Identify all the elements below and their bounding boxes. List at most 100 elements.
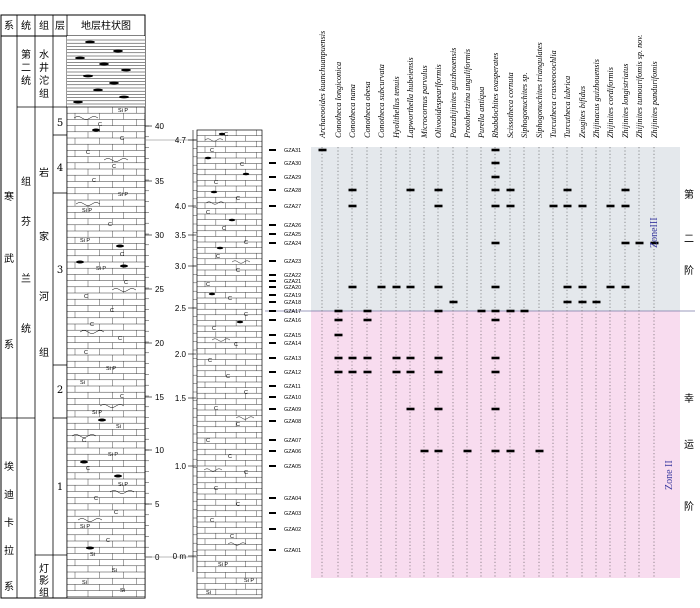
lith-symbol: C — [244, 390, 248, 396]
svg-text:统: 统 — [21, 74, 31, 87]
lith-symbol: C — [236, 422, 240, 428]
bed-2: 2 — [57, 385, 63, 396]
species-label: Lapworthella hubeiensis — [406, 57, 415, 139]
series-terreneuvian: 组 芬 兰 统 — [21, 175, 31, 335]
range-dotted-lines — [321, 147, 655, 578]
stage-2-label: 第 二 阶 — [684, 188, 694, 277]
sample-label-gza19: GZA19 — [284, 293, 301, 299]
lith-symbol: C — [82, 438, 86, 444]
species-label: Zhijinacus guizhouensis — [592, 59, 601, 138]
header-series: 统 — [21, 19, 31, 32]
formation-shuijingtuo: 水 井 沱 组 — [39, 49, 49, 100]
system-ediacaran: 埃 迪 卡 拉 系 — [4, 460, 14, 593]
species-label: Conotheca subcurvata — [377, 64, 386, 138]
sample-label-gza17: GZA17 — [284, 309, 301, 315]
zone-iii-band — [311, 147, 680, 311]
range-chart: Archaeooides kuanchuanpuensis Conotheca l… — [318, 31, 659, 578]
lith-symbol: C — [110, 308, 114, 314]
zone-iii-label: ZoneIII — [649, 217, 660, 248]
species-label: Zhijinites longistriatus — [621, 64, 630, 138]
left-scale-label: 25 — [155, 285, 164, 294]
sample-label-gza30: GZA30 — [284, 161, 301, 167]
sample-label-gza10: GZA10 — [284, 395, 301, 401]
sample-label-gza04: GZA04 — [284, 496, 301, 502]
bed-1: 1 — [57, 482, 63, 493]
sample-label-gza24: GZA24 — [284, 241, 301, 247]
svg-text:二: 二 — [21, 63, 31, 74]
svg-text:阶: 阶 — [684, 264, 694, 277]
lith-symbol: Si — [80, 380, 85, 386]
sample-label-gza13: GZA13 — [284, 356, 301, 362]
lith-symbol: C — [92, 178, 96, 184]
lith-symbol: C — [206, 210, 210, 216]
middle-scale-label: 4.0 — [175, 202, 187, 211]
lith-symbol: C — [234, 342, 238, 348]
lith-symbol: C — [236, 268, 240, 274]
lith-symbol: C — [108, 222, 112, 228]
svg-text:迪: 迪 — [4, 489, 14, 501]
lith-symbol: C — [244, 240, 248, 246]
species-label: Hyolithellus tenuis — [392, 76, 401, 139]
lith-symbol: C — [90, 322, 94, 328]
left-scale-label: 30 — [155, 231, 164, 240]
svg-text:水: 水 — [39, 49, 49, 61]
lith-symbol: C — [226, 374, 230, 380]
sample-label-gza18: GZA18 — [284, 300, 301, 306]
sample-label-gza16: GZA16 — [284, 318, 301, 324]
svg-text:系: 系 — [4, 339, 14, 351]
lith-symbol: C — [224, 132, 228, 138]
svg-text:武: 武 — [4, 252, 14, 265]
lith-symbol: C — [212, 326, 216, 332]
lith-symbol: Si P — [244, 578, 254, 584]
species-label: Zhijinites tumourifomis sp. nov. — [635, 35, 644, 138]
species-label: Protohertzina unguliformis — [463, 49, 472, 139]
header-bed: 层 — [55, 20, 65, 32]
lith-symbol: Si P — [80, 238, 90, 244]
lith-symbol: C — [124, 280, 128, 286]
species-label: Conotheca longiconica — [334, 62, 343, 138]
series-series2: 第 二 统 — [21, 48, 31, 87]
middle-scale-label: 2.0 — [175, 350, 187, 359]
lithology-column-left: Si P C C C C C Si P Si P C Si P C Si P C C C C C C Si P Si C… — [66, 36, 146, 599]
sample-label-gza15: GZA15 — [284, 333, 301, 339]
species-label: Siphogonuchites sp. — [520, 73, 529, 139]
lith-symbol: C — [230, 534, 234, 540]
lith-symbol: Si P — [80, 524, 90, 530]
sample-label-gza28: GZA28 — [284, 188, 301, 194]
lith-symbol: C — [120, 136, 124, 142]
bed-5: 5 — [57, 118, 63, 129]
sample-label-gza29: GZA29 — [284, 175, 301, 181]
sample-label-gza07: GZA07 — [284, 438, 301, 444]
sample-label-gza06: GZA06 — [284, 449, 301, 455]
sample-label-gza31: GZA31 — [284, 148, 301, 154]
lith-symbol: C — [84, 350, 88, 356]
lith-symbol: C — [86, 466, 90, 472]
species-headers: Archaeooides kuanchuanpuensis Conotheca l… — [318, 31, 659, 139]
lith-symbol: C — [206, 438, 210, 444]
lith-symbol: C — [112, 164, 116, 170]
lith-symbol: C — [236, 502, 240, 508]
sample-label-gza14: GZA14 — [284, 341, 301, 347]
sample-label-gza08: GZA08 — [284, 419, 301, 425]
svg-text:河: 河 — [39, 291, 49, 303]
lith-symbol: C — [240, 162, 244, 168]
svg-text:组: 组 — [21, 175, 31, 188]
lith-symbol: C — [208, 358, 212, 364]
species-label: Zhijinites pandurifomis — [650, 61, 659, 138]
svg-text:岩: 岩 — [39, 166, 49, 179]
species-label: Scissotheca cornuta — [506, 72, 515, 138]
lith-symbol: Si P — [118, 192, 128, 198]
species-label: Microcornus parvulus — [420, 65, 429, 139]
lith-symbol: Si P — [118, 482, 128, 488]
lith-symbol: C — [228, 454, 232, 460]
sample-label-gza22: GZA22 — [284, 273, 301, 279]
svg-text:家: 家 — [39, 230, 49, 243]
lith-symbol: Si P — [96, 266, 106, 272]
species-label: Olivooidespearlformis — [434, 64, 443, 138]
svg-text:卡: 卡 — [4, 516, 14, 529]
middle-scale-label: 3.0 — [175, 262, 187, 271]
svg-text:寒: 寒 — [4, 190, 14, 203]
middle-scale-label: 0 m — [173, 552, 187, 561]
left-scale-label: 15 — [155, 393, 164, 402]
svg-text:阶: 阶 — [684, 500, 694, 513]
